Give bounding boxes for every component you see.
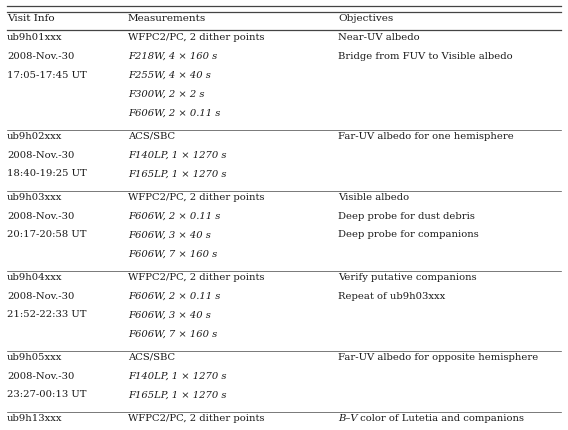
Text: F606W, 3 × 40 s: F606W, 3 × 40 s — [128, 310, 211, 319]
Text: ub9h04xxx: ub9h04xxx — [7, 273, 62, 282]
Text: ub9h13xxx: ub9h13xxx — [7, 414, 62, 423]
Text: 20:17-20:58 UT: 20:17-20:58 UT — [7, 230, 86, 240]
Text: 21:52-22:33 UT: 21:52-22:33 UT — [7, 310, 86, 319]
Text: F140LP, 1 × 1270 s: F140LP, 1 × 1270 s — [128, 150, 226, 160]
Text: 23:27-00:13 UT: 23:27-00:13 UT — [7, 390, 86, 399]
Text: 2008-Nov.-30: 2008-Nov.-30 — [7, 52, 74, 61]
Text: Visible albedo: Visible albedo — [338, 193, 409, 202]
Text: Far-UV albedo for one hemisphere: Far-UV albedo for one hemisphere — [338, 132, 513, 141]
Text: WFPC2/PC, 2 dither points: WFPC2/PC, 2 dither points — [128, 33, 264, 42]
Text: 2008-Nov.-30: 2008-Nov.-30 — [7, 372, 74, 381]
Text: ub9h01xxx: ub9h01xxx — [7, 33, 62, 42]
Text: color of Lutetia and companions: color of Lutetia and companions — [357, 414, 524, 423]
Text: F255W, 4 × 40 s: F255W, 4 × 40 s — [128, 71, 211, 80]
Text: Objectives: Objectives — [338, 14, 393, 23]
Text: F606W, 2 × 0.11 s: F606W, 2 × 0.11 s — [128, 212, 220, 221]
Text: F606W, 7 × 160 s: F606W, 7 × 160 s — [128, 329, 217, 338]
Text: Deep probe for dust debris: Deep probe for dust debris — [338, 212, 475, 221]
Text: Verify putative companions: Verify putative companions — [338, 273, 477, 282]
Text: ACS/SBC: ACS/SBC — [128, 132, 175, 141]
Text: WFPC2/PC, 2 dither points: WFPC2/PC, 2 dither points — [128, 414, 264, 423]
Text: F218W, 4 × 160 s: F218W, 4 × 160 s — [128, 52, 217, 61]
Text: Deep probe for companions: Deep probe for companions — [338, 230, 479, 240]
Text: ub9h02xxx: ub9h02xxx — [7, 132, 62, 141]
Text: F165LP, 1 × 1270 s: F165LP, 1 × 1270 s — [128, 390, 226, 399]
Text: ub9h05xxx: ub9h05xxx — [7, 353, 62, 362]
Text: Visit Info: Visit Info — [7, 14, 55, 23]
Text: ACS/SBC: ACS/SBC — [128, 353, 175, 362]
Text: Far-UV albedo for opposite hemisphere: Far-UV albedo for opposite hemisphere — [338, 353, 538, 362]
Text: F606W, 7 × 160 s: F606W, 7 × 160 s — [128, 249, 217, 258]
Text: F140LP, 1 × 1270 s: F140LP, 1 × 1270 s — [128, 372, 226, 381]
Text: 17:05-17:45 UT: 17:05-17:45 UT — [7, 71, 86, 80]
Text: Repeat of ub9h03xxx: Repeat of ub9h03xxx — [338, 292, 445, 301]
Text: 18:40-19:25 UT: 18:40-19:25 UT — [7, 169, 86, 178]
Text: F606W, 2 × 0.11 s: F606W, 2 × 0.11 s — [128, 108, 220, 117]
Text: 2008-Nov.-30: 2008-Nov.-30 — [7, 212, 74, 221]
Text: Near-UV albedo: Near-UV albedo — [338, 33, 420, 42]
Text: ub9h03xxx: ub9h03xxx — [7, 193, 62, 202]
Text: 2008-Nov.-30: 2008-Nov.-30 — [7, 150, 74, 160]
Text: F606W, 2 × 0.11 s: F606W, 2 × 0.11 s — [128, 292, 220, 301]
Text: WFPC2/PC, 2 dither points: WFPC2/PC, 2 dither points — [128, 193, 264, 202]
Text: F300W, 2 × 2 s: F300W, 2 × 2 s — [128, 89, 204, 98]
Text: B–V: B–V — [338, 414, 358, 423]
Text: F165LP, 1 × 1270 s: F165LP, 1 × 1270 s — [128, 169, 226, 178]
Text: WFPC2/PC, 2 dither points: WFPC2/PC, 2 dither points — [128, 273, 264, 282]
Text: 2008-Nov.-30: 2008-Nov.-30 — [7, 292, 74, 301]
Text: Bridge from FUV to Visible albedo: Bridge from FUV to Visible albedo — [338, 52, 512, 61]
Text: F606W, 3 × 40 s: F606W, 3 × 40 s — [128, 230, 211, 240]
Text: Measurements: Measurements — [128, 14, 206, 23]
